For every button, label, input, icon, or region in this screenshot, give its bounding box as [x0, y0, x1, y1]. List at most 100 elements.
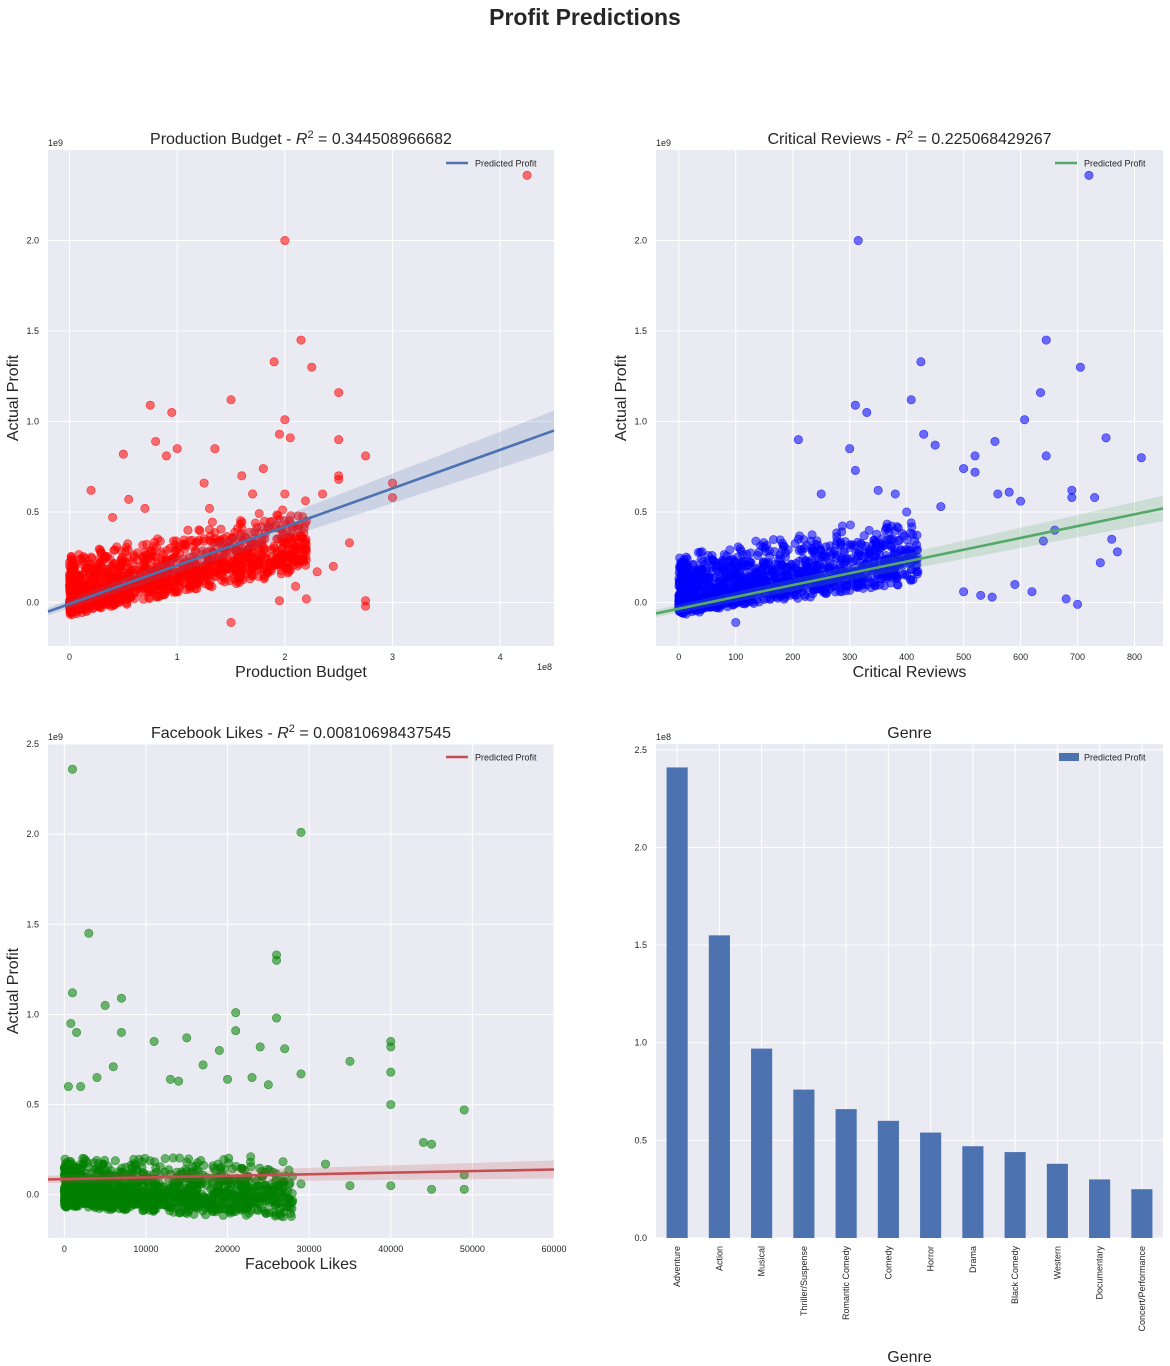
- data-point: [993, 489, 1003, 499]
- data-point: [86, 485, 96, 495]
- x-tick-label: 0: [62, 1244, 67, 1254]
- data-point: [87, 553, 97, 563]
- y-tick-label: 1.5: [634, 940, 647, 950]
- y-tick-label: 1.0: [634, 1038, 647, 1048]
- data-point: [140, 503, 150, 513]
- data-point: [386, 1181, 396, 1191]
- data-point: [184, 1154, 194, 1164]
- x-tick-label: 3: [390, 652, 395, 662]
- data-point: [1010, 579, 1020, 589]
- x-axis-label: Production Budget: [235, 664, 367, 681]
- data-point: [850, 400, 860, 410]
- data-point: [164, 1202, 174, 1212]
- data-point: [225, 576, 235, 586]
- data-point: [970, 451, 980, 461]
- data-point: [204, 503, 214, 513]
- y-axis-label: Actual Profit: [5, 947, 22, 1034]
- data-point: [869, 535, 879, 545]
- bar: [708, 935, 730, 1238]
- data-point: [174, 542, 184, 552]
- data-point: [165, 583, 175, 593]
- data-point: [250, 1193, 260, 1203]
- data-point: [1004, 487, 1014, 497]
- data-point: [782, 563, 792, 573]
- chart-title: Production Budget - R2 = 0.344508966682: [150, 129, 452, 148]
- data-point: [731, 617, 741, 627]
- x-tick-label: Concert/Performance: [1137, 1246, 1147, 1332]
- data-point: [211, 572, 221, 582]
- y-tick-label: 2.0: [634, 236, 647, 246]
- bar: [751, 1048, 773, 1238]
- data-point: [276, 566, 286, 576]
- data-point: [700, 567, 710, 577]
- data-point: [65, 587, 75, 597]
- data-point: [152, 1191, 162, 1201]
- data-point: [718, 563, 728, 573]
- y-tick-label: 2.0: [26, 236, 39, 246]
- y-offset-label: 1e9: [48, 732, 63, 742]
- data-point: [790, 590, 800, 600]
- data-point: [224, 1206, 234, 1216]
- data-point: [908, 575, 918, 585]
- data-point: [66, 555, 76, 565]
- data-point: [1136, 453, 1146, 463]
- x-tick-label: 800: [1127, 652, 1142, 662]
- data-point: [1036, 388, 1046, 398]
- data-point: [361, 451, 371, 461]
- data-point: [231, 545, 241, 555]
- data-point: [226, 617, 236, 627]
- data-point: [117, 559, 127, 569]
- bar: [1131, 1189, 1153, 1238]
- data-point: [759, 558, 769, 568]
- data-point: [919, 429, 929, 439]
- data-point: [259, 574, 269, 584]
- data-point: [174, 1076, 184, 1086]
- data-point: [151, 1163, 161, 1173]
- data-point: [210, 528, 220, 538]
- data-point: [269, 357, 279, 367]
- data-point: [1101, 433, 1111, 443]
- data-point: [816, 489, 826, 499]
- data-point: [320, 1159, 330, 1169]
- data-point: [92, 1073, 102, 1083]
- data-point: [214, 1045, 224, 1055]
- data-point: [261, 1208, 271, 1218]
- data-point: [60, 1154, 70, 1164]
- data-point: [689, 589, 699, 599]
- data-point: [845, 444, 855, 454]
- x-tick-label: Documentary: [1095, 1246, 1105, 1300]
- data-point: [139, 579, 149, 589]
- data-point: [970, 467, 980, 477]
- data-point: [172, 444, 182, 454]
- data-point: [793, 435, 803, 445]
- data-point: [724, 572, 734, 582]
- data-point: [280, 1044, 290, 1054]
- data-point: [250, 552, 260, 562]
- data-point: [278, 505, 288, 515]
- x-tick-label: 300: [842, 652, 857, 662]
- data-point: [255, 1042, 265, 1052]
- x-tick-label: Drama: [968, 1246, 978, 1273]
- plot-area: [656, 744, 1163, 1238]
- data-point: [109, 558, 119, 568]
- x-tick-label: 0: [67, 652, 72, 662]
- data-point: [1112, 547, 1122, 557]
- data-point: [1095, 558, 1105, 568]
- data-point: [151, 1204, 161, 1214]
- data-point: [144, 593, 154, 603]
- data-point: [695, 575, 705, 585]
- chart-title: Critical Reviews - R2 = 0.225068429267: [767, 129, 1051, 148]
- data-point: [682, 554, 692, 564]
- data-point: [259, 516, 269, 526]
- data-point: [228, 1193, 238, 1203]
- data-point: [902, 507, 912, 517]
- data-point: [175, 1153, 185, 1163]
- data-point: [312, 567, 322, 577]
- data-point: [129, 587, 139, 597]
- data-point: [334, 474, 344, 484]
- data-point: [427, 1184, 437, 1194]
- bar: [877, 1120, 899, 1238]
- data-point: [930, 440, 940, 450]
- data-point: [291, 531, 301, 541]
